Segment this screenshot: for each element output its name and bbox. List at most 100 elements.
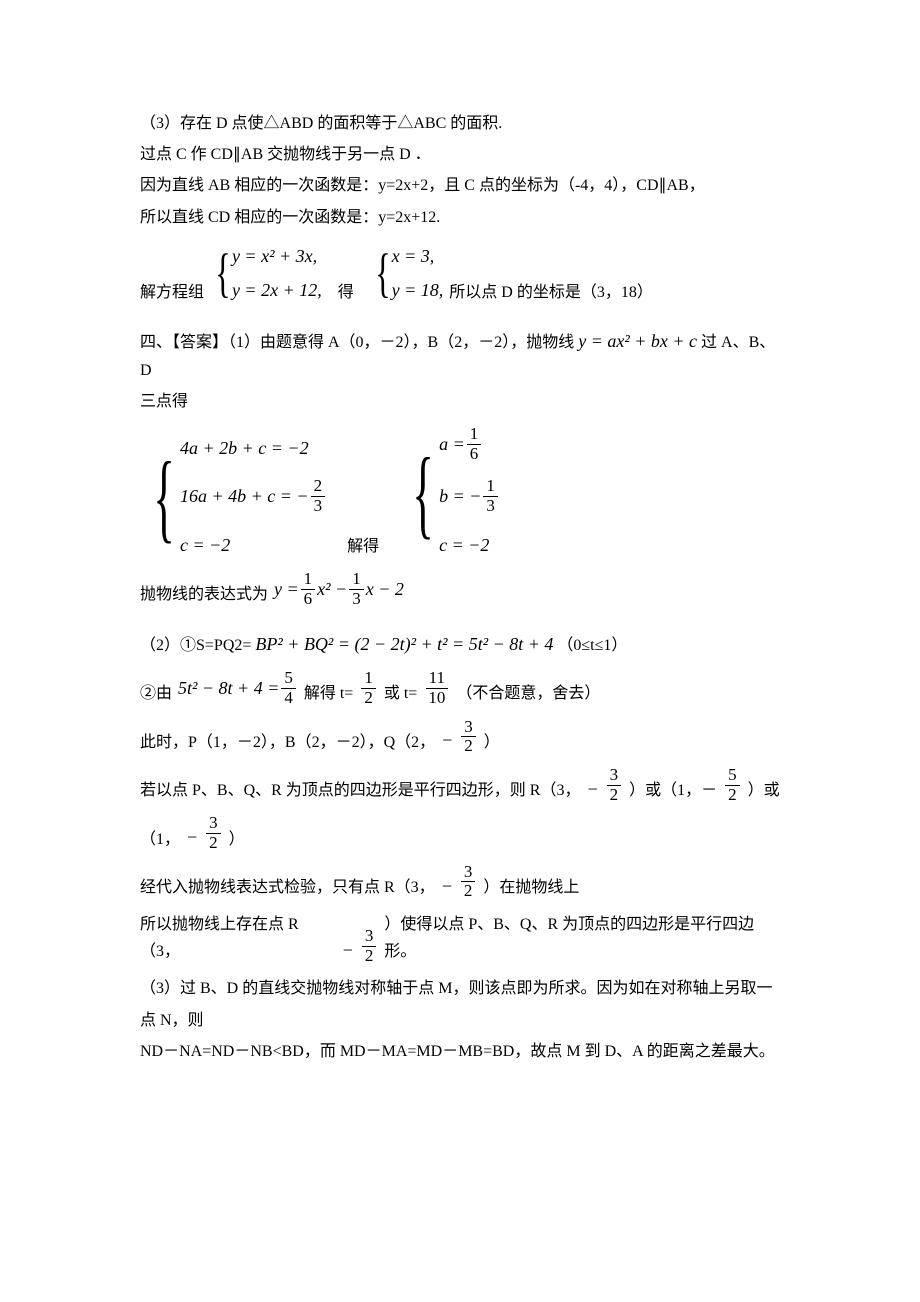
- frac-den: 2: [461, 737, 476, 756]
- r-pre: 若以点 P、B、Q、R 为顶点的四边形是平行四边形，则 R（3，: [140, 777, 580, 804]
- expr-y: y =: [274, 574, 299, 605]
- expr-mid1: x² −: [317, 574, 347, 605]
- system-1: { y = x² + 3x, y = 2x + 12,: [210, 241, 322, 306]
- fraction: 2 3: [311, 477, 326, 515]
- frac-num: 2: [311, 477, 326, 497]
- solve-label: 解方程组: [140, 279, 204, 306]
- parallelogram-R: 若以点 P、B、Q、R 为顶点的四边形是平行四边形，则 R（3， − 3 2 ）…: [140, 766, 780, 804]
- check-pre: 经代入抛物线表达式检验，只有点 R（3，: [140, 874, 435, 901]
- sysB-eq2: b = − 1 3: [439, 477, 500, 515]
- frac-num: 11: [426, 669, 448, 689]
- system-2: { x = 3, y = 18,: [370, 241, 444, 306]
- p2-1-post: （0≤t≤1）: [557, 637, 627, 654]
- system-B: { a = 1 6 b = − 1 3 c = −2: [399, 425, 500, 560]
- sys2-eq2: y = 18,: [392, 275, 444, 306]
- neg-sign: −: [441, 725, 453, 756]
- neg-sign: −: [186, 822, 198, 853]
- frac-num: 1: [301, 570, 316, 590]
- frac-num: 3: [461, 718, 476, 738]
- r-mid1: ）或（1，－: [629, 777, 717, 804]
- concl-post: ）使得以点 P、B、Q、R 为顶点的四边形是平行四边形。: [384, 911, 780, 965]
- sysA-eq1: 4a + 2b + c = −2: [180, 433, 327, 464]
- frac-num: 5: [281, 669, 296, 689]
- fraction: 1 3: [349, 570, 364, 608]
- eq-pre: a =: [439, 429, 465, 460]
- fraction: 3 2: [362, 927, 377, 965]
- brace-icon: {: [215, 252, 231, 295]
- p2-2-or: 或 t=: [384, 680, 417, 707]
- yields-label: 得: [338, 279, 354, 306]
- s4-h-math: y = ax² + bx + c: [578, 331, 697, 351]
- p3-tail: 所以点 D 的坐标是（3，18）: [449, 279, 653, 306]
- frac-den: 3: [311, 497, 326, 516]
- fraction: 5 4: [281, 669, 296, 707]
- concl-pre: 所以抛物线上存在点 R（3，: [140, 911, 336, 965]
- p2-1: （2）①S=PQ2= BP² + BQ² = (2 − 2t)² + t² = …: [140, 629, 780, 660]
- p3-final-l2: 点 N，则: [140, 1007, 780, 1034]
- frac-den: 3: [349, 590, 364, 609]
- frac-num: 3: [607, 766, 622, 786]
- parallelogram-R3: （1， − 3 2 ）: [140, 814, 780, 852]
- frac-den: 4: [281, 689, 296, 708]
- pts-pre: 此时，P（1，－2），B（2，－2），Q（2，: [140, 729, 435, 756]
- p2-2-tail: （不合题意，舍去）: [456, 680, 600, 707]
- expr-math: y = 1 6 x² − 1 3 x − 2: [274, 570, 404, 608]
- p3-line4: 所以直线 CD 相应的一次函数是：y=2x+12.: [140, 204, 780, 231]
- check-post: ）在抛物线上: [483, 874, 579, 901]
- sys2-eq1: x = 3,: [392, 241, 444, 272]
- p3-line2: 过点 C 作 CD∥AB 交抛物线于另一点 D ．: [140, 141, 780, 168]
- sysA-eq2: 16a + 4b + c = − 2 3: [180, 477, 327, 515]
- sys1-eq1: y = x² + 3x,: [232, 241, 322, 272]
- fraction: 11 10: [425, 669, 448, 707]
- p2-1-math: BP² + BQ² = (2 − 2t)² + t² = 5t² − 8t + …: [255, 634, 553, 654]
- brace-icon: {: [412, 455, 434, 530]
- frac-num: 1: [483, 477, 498, 497]
- fraction: 1 2: [361, 669, 376, 707]
- frac-den: 10: [425, 689, 448, 708]
- sysA-eq3: c = −2: [180, 530, 327, 561]
- p2-2-pre: ②由: [140, 680, 172, 707]
- fraction: 1 6: [301, 570, 316, 608]
- p3-final-l1: （3）过 B、D 的直线交抛物线对称轴于点 M，则该点即为所求。因为如在对称轴上…: [140, 975, 780, 1002]
- conclusion-line: 所以抛物线上存在点 R（3， − 3 2 ）使得以点 P、B、Q、R 为顶点的四…: [140, 911, 780, 965]
- frac-den: 2: [361, 689, 376, 708]
- section4-heading: 四、【答案】（1）由题意得 A（0，－2），B（2，－2），抛物线 y = ax…: [140, 326, 780, 384]
- check-line: 经代入抛物线表达式检验，只有点 R（3， − 3 2 ）在抛物线上: [140, 863, 780, 901]
- frac-den: 2: [607, 786, 622, 805]
- p3-line1: （3）存在 D 点使△ABD 的面积等于△ABC 的面积.: [140, 110, 780, 137]
- system-A: { 4a + 2b + c = −2 16a + 4b + c = − 2 3 …: [140, 433, 327, 561]
- frac-num: 1: [361, 669, 376, 689]
- frac-num: 1: [467, 425, 482, 445]
- fraction: 5 2: [725, 766, 740, 804]
- frac-num: 5: [725, 766, 740, 786]
- frac-den: 2: [725, 786, 740, 805]
- frac-den: 3: [483, 497, 498, 516]
- r3-post: ）: [229, 826, 245, 853]
- fraction: 1 3: [483, 477, 498, 515]
- r-mid2: ）或: [748, 777, 780, 804]
- fraction: 1 6: [467, 425, 482, 463]
- s4-systems: { 4a + 2b + c = −2 16a + 4b + c = − 2 3 …: [140, 425, 780, 560]
- neg-sign: −: [586, 774, 598, 805]
- brace-icon: {: [375, 252, 391, 295]
- frac-num: 1: [349, 570, 364, 590]
- frac-den: 2: [362, 947, 377, 966]
- p2-2: ②由 5t² − 8t + 4 = 5 4 解得 t= 1 2 或 t= 11 …: [140, 669, 780, 707]
- points-line: 此时，P（1，－2），B（2，－2），Q（2， − 3 2 ）: [140, 718, 780, 756]
- neg-sign: −: [441, 871, 453, 902]
- frac-den: 6: [301, 590, 316, 609]
- neg-sign: −: [342, 935, 354, 966]
- p3-final-l3: ND－NA=ND－NB<BD，而 MD－MA=MD－MB=BD，故点 M 到 D…: [140, 1038, 780, 1065]
- p2-1-pre: （2）①S=PQ2=: [140, 637, 251, 654]
- frac-den: 2: [206, 834, 221, 853]
- frac-num: 3: [362, 927, 377, 947]
- lhs-text: 5t² − 8t + 4 =: [178, 673, 279, 704]
- expr-label: 抛物线的表达式为: [140, 581, 268, 608]
- p3-line3: 因为直线 AB 相应的一次函数是：y=2x+2，且 C 点的坐标为（-4，4），…: [140, 172, 780, 199]
- sysB-eq1: a = 1 6: [439, 425, 500, 463]
- expr-mid2: x − 2: [366, 574, 404, 605]
- eq-pre: b = −: [439, 481, 481, 512]
- frac-den: 2: [461, 882, 476, 901]
- p2-2-lhs: 5t² − 8t + 4 = 5 4: [178, 669, 298, 707]
- fraction: 3 2: [206, 814, 221, 852]
